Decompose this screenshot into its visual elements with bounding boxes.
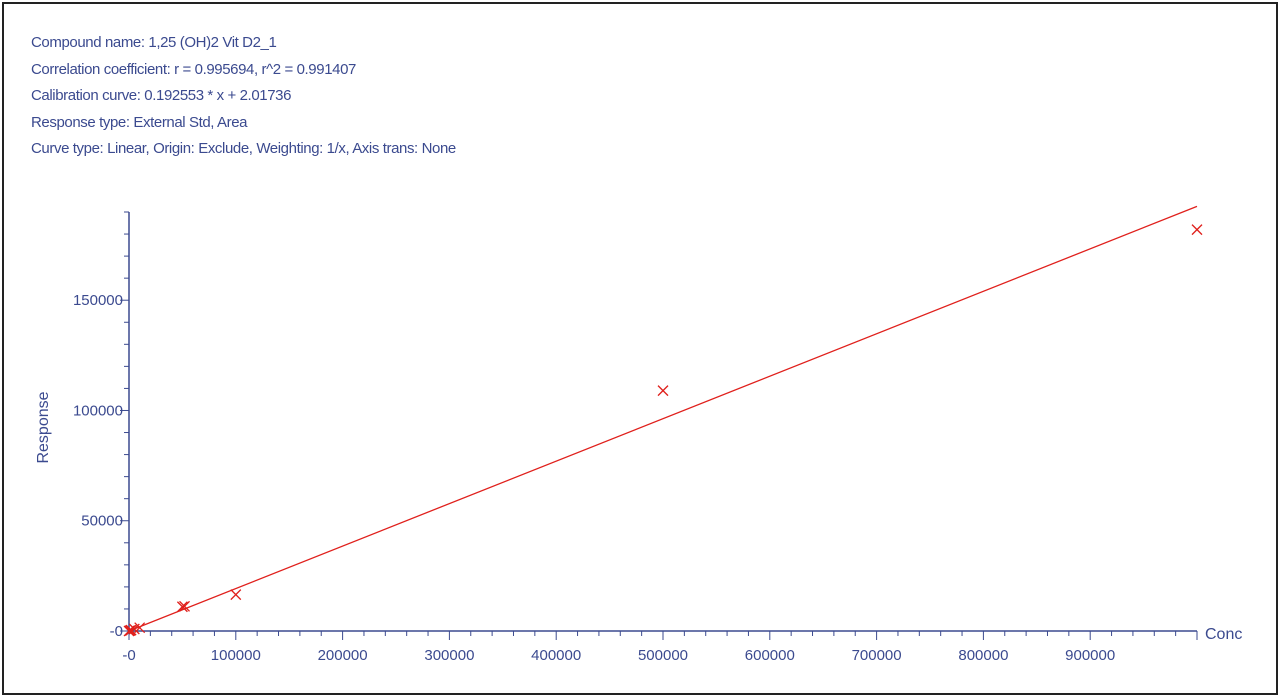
y-tick-label: 150000 — [73, 292, 123, 309]
x-tick-label: 400000 — [531, 647, 581, 664]
x-tick-label: 200000 — [318, 647, 368, 664]
data-point-marker — [179, 600, 190, 612]
data-point-marker — [134, 622, 146, 634]
y-axis-label: Response — [35, 391, 52, 463]
y-tick-label: -0 — [110, 623, 123, 640]
data-point-marker — [176, 601, 188, 613]
x-tick-label: 500000 — [638, 647, 688, 664]
x-tick-label: -0 — [122, 647, 135, 664]
x-tick-label: 700000 — [852, 647, 902, 664]
x-tick-label: 900000 — [1065, 647, 1115, 664]
x-tick-label: 800000 — [958, 647, 1008, 664]
data-point-marker — [1191, 224, 1203, 236]
data-point-marker — [125, 624, 137, 636]
correlation-coefficient: Correlation coefficient: r = 0.995694, r… — [31, 60, 356, 78]
data-point-marker — [657, 385, 669, 397]
calibration-curve: Calibration curve: 0.192553 * x + 2.0173… — [31, 87, 292, 104]
x-tick-label: 300000 — [424, 647, 474, 664]
x-tick-label: 100000 — [211, 647, 261, 664]
y-tick-label: 50000 — [81, 513, 123, 530]
data-point-marker — [230, 589, 242, 601]
x-axis-label: Conc — [1205, 626, 1242, 643]
compound-name: Compound name: 1,25 (OH)2 Vit D2_1 — [31, 34, 277, 51]
x-tick-label: 600000 — [745, 647, 795, 664]
y-tick-label: 100000 — [73, 402, 123, 419]
calibration-fit-line — [128, 205, 1198, 632]
calibration-header: Compound name: 1,25 (OH)2 Vit D2_1 Corre… — [31, 30, 456, 163]
curve-type: Curve type: Linear, Origin: Exclude, Wei… — [31, 140, 456, 157]
response-type: Response type: External Std, Area — [31, 113, 248, 131]
